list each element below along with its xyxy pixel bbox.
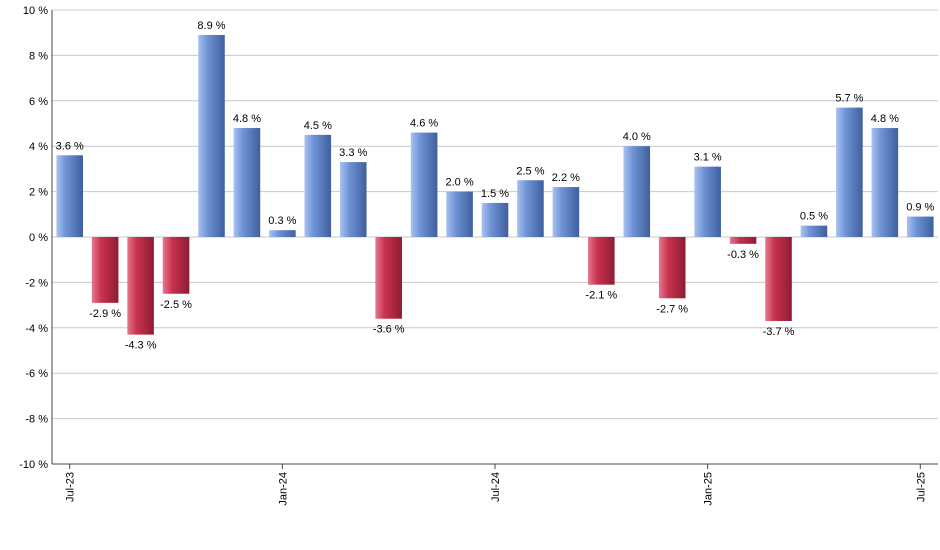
axes	[51, 10, 938, 465]
y-tick-label: 2 %	[29, 187, 48, 199]
y-tick-label: -4 %	[25, 323, 48, 335]
data-label: -4.3 %	[125, 340, 157, 352]
x-tick-label: Jul-23	[65, 472, 77, 502]
bar	[906, 216, 934, 237]
data-label: -2.5 %	[160, 299, 192, 311]
bar	[446, 191, 473, 237]
x-tick-label: Jan-24	[277, 472, 289, 506]
data-label: 4.8 %	[871, 113, 899, 125]
bars	[56, 34, 934, 335]
bar	[410, 132, 438, 237]
data-label: -3.7 %	[763, 326, 795, 338]
x-axis-ticks: Jul-23 Jan-24 Jul-24 Jan-25 Jul-25	[65, 464, 927, 506]
bar	[800, 225, 828, 237]
data-label: -0.3 %	[727, 249, 759, 261]
y-tick-label: -10 %	[19, 459, 48, 471]
data-label: 3.3 %	[339, 147, 367, 159]
data-label: 5.7 %	[835, 93, 863, 105]
bar	[339, 162, 367, 237]
bar	[765, 237, 792, 321]
y-tick-label: 10 %	[23, 5, 48, 17]
bar	[375, 237, 402, 319]
data-label: 3.6 %	[56, 140, 84, 152]
data-label: 4.0 %	[623, 131, 651, 143]
bar	[304, 134, 332, 237]
data-label: 0.3 %	[268, 215, 296, 227]
data-label: 8.9 %	[197, 20, 225, 32]
x-tick-label: Jan-25	[703, 472, 715, 506]
data-label: 2.0 %	[445, 177, 473, 189]
y-tick-label: 4 %	[29, 141, 48, 153]
bar	[481, 202, 509, 237]
data-label: -2.7 %	[656, 303, 688, 315]
y-tick-label: -2 %	[25, 277, 48, 289]
bar	[56, 155, 84, 237]
bar	[836, 107, 863, 237]
bar	[552, 187, 580, 237]
bar	[588, 237, 615, 285]
data-label: 4.5 %	[304, 120, 332, 132]
bar	[694, 166, 721, 237]
bar	[871, 128, 899, 237]
bar	[162, 237, 190, 294]
bar	[127, 237, 154, 335]
data-label: 3.1 %	[694, 152, 722, 164]
bar	[91, 237, 119, 303]
y-tick-label: -8 %	[25, 414, 48, 426]
bar	[729, 237, 757, 244]
y-tick-label: 6 %	[29, 96, 48, 108]
bar	[233, 128, 261, 237]
bar	[658, 237, 686, 299]
data-label: -3.6 %	[373, 324, 405, 336]
data-label: 4.8 %	[233, 113, 261, 125]
bar	[198, 34, 225, 237]
bar	[517, 180, 544, 237]
x-tick-label: Jul-24	[490, 472, 502, 502]
data-label: 4.6 %	[410, 118, 438, 130]
data-label: -2.1 %	[585, 290, 617, 302]
y-tick-label: 0 %	[29, 232, 48, 244]
bar	[623, 146, 651, 237]
data-label: 2.2 %	[552, 172, 580, 184]
y-tick-label: 8 %	[29, 50, 48, 62]
data-label: 0.9 %	[906, 202, 934, 214]
bar	[269, 230, 296, 237]
data-label: -2.9 %	[89, 308, 121, 320]
data-label: 2.5 %	[516, 165, 544, 177]
data-labels: 3.6 % -2.9 % -4.3 % -2.5 % 8.9 % 4.8 % 0.3 % 4.…	[56, 20, 935, 352]
y-axis-ticks: 10 % 8 % 6 % 4 % 2 % 0 % -2 % -4 % -6 % -8 % -10 %	[19, 5, 48, 471]
y-tick-label: -6 %	[25, 368, 48, 380]
data-label: 1.5 %	[481, 188, 509, 200]
data-label: 0.5 %	[800, 211, 828, 223]
x-tick-label: Jul-25	[915, 472, 927, 502]
